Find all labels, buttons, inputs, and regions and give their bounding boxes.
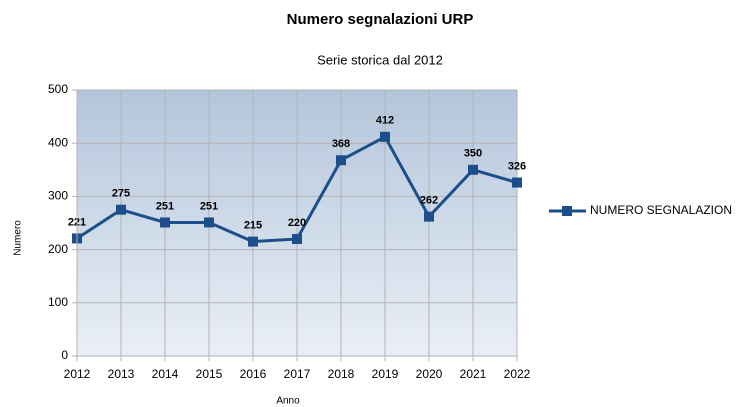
data-label: 326 [508, 160, 526, 172]
data-label: 220 [288, 217, 306, 229]
x-tick-label: 2018 [328, 367, 355, 381]
marker [204, 217, 214, 228]
x-tick-label: 2020 [416, 367, 443, 381]
data-label: 262 [420, 195, 438, 207]
data-label: 215 [244, 220, 262, 232]
x-tick-label: 2014 [152, 367, 179, 381]
marker [116, 204, 126, 215]
data-label: 412 [376, 115, 394, 127]
marker [336, 155, 346, 166]
x-tick-label: 2012 [64, 367, 91, 381]
marker [424, 211, 434, 222]
y-tick-label: 0 [61, 348, 68, 362]
y-axis-label: Numero [13, 220, 24, 256]
marker [512, 177, 522, 188]
x-tick-label: 2015 [196, 367, 223, 381]
marker [292, 233, 302, 244]
y-tick-label: 100 [48, 295, 68, 309]
y-tick-label: 300 [48, 189, 68, 203]
marker [380, 131, 390, 142]
y-tick-label: 500 [48, 82, 68, 96]
x-tick-label: 2013 [108, 367, 135, 381]
x-tick-label: 2016 [240, 367, 267, 381]
data-label: 368 [332, 138, 350, 150]
marker [160, 217, 170, 228]
y-tick-label: 400 [48, 135, 68, 149]
legend-label: NUMERO SEGNALAZION [590, 203, 732, 217]
data-label: 275 [112, 188, 130, 200]
y-tick-label: 200 [48, 242, 68, 256]
data-label: 350 [464, 148, 482, 160]
marker [248, 236, 258, 247]
data-label: 251 [200, 200, 218, 212]
chart-title: Numero segnalazioni URP [287, 11, 474, 28]
legend-marker [562, 206, 572, 216]
data-label: 251 [156, 200, 174, 212]
x-tick-label: 2019 [372, 367, 399, 381]
marker [468, 164, 478, 175]
x-tick-label: 2017 [284, 367, 311, 381]
x-axis-label: Anno [276, 396, 300, 407]
chart-subtitle: Serie storica dal 2012 [317, 52, 443, 67]
x-tick-label: 2022 [504, 367, 531, 381]
x-tick-label: 2021 [460, 367, 487, 381]
